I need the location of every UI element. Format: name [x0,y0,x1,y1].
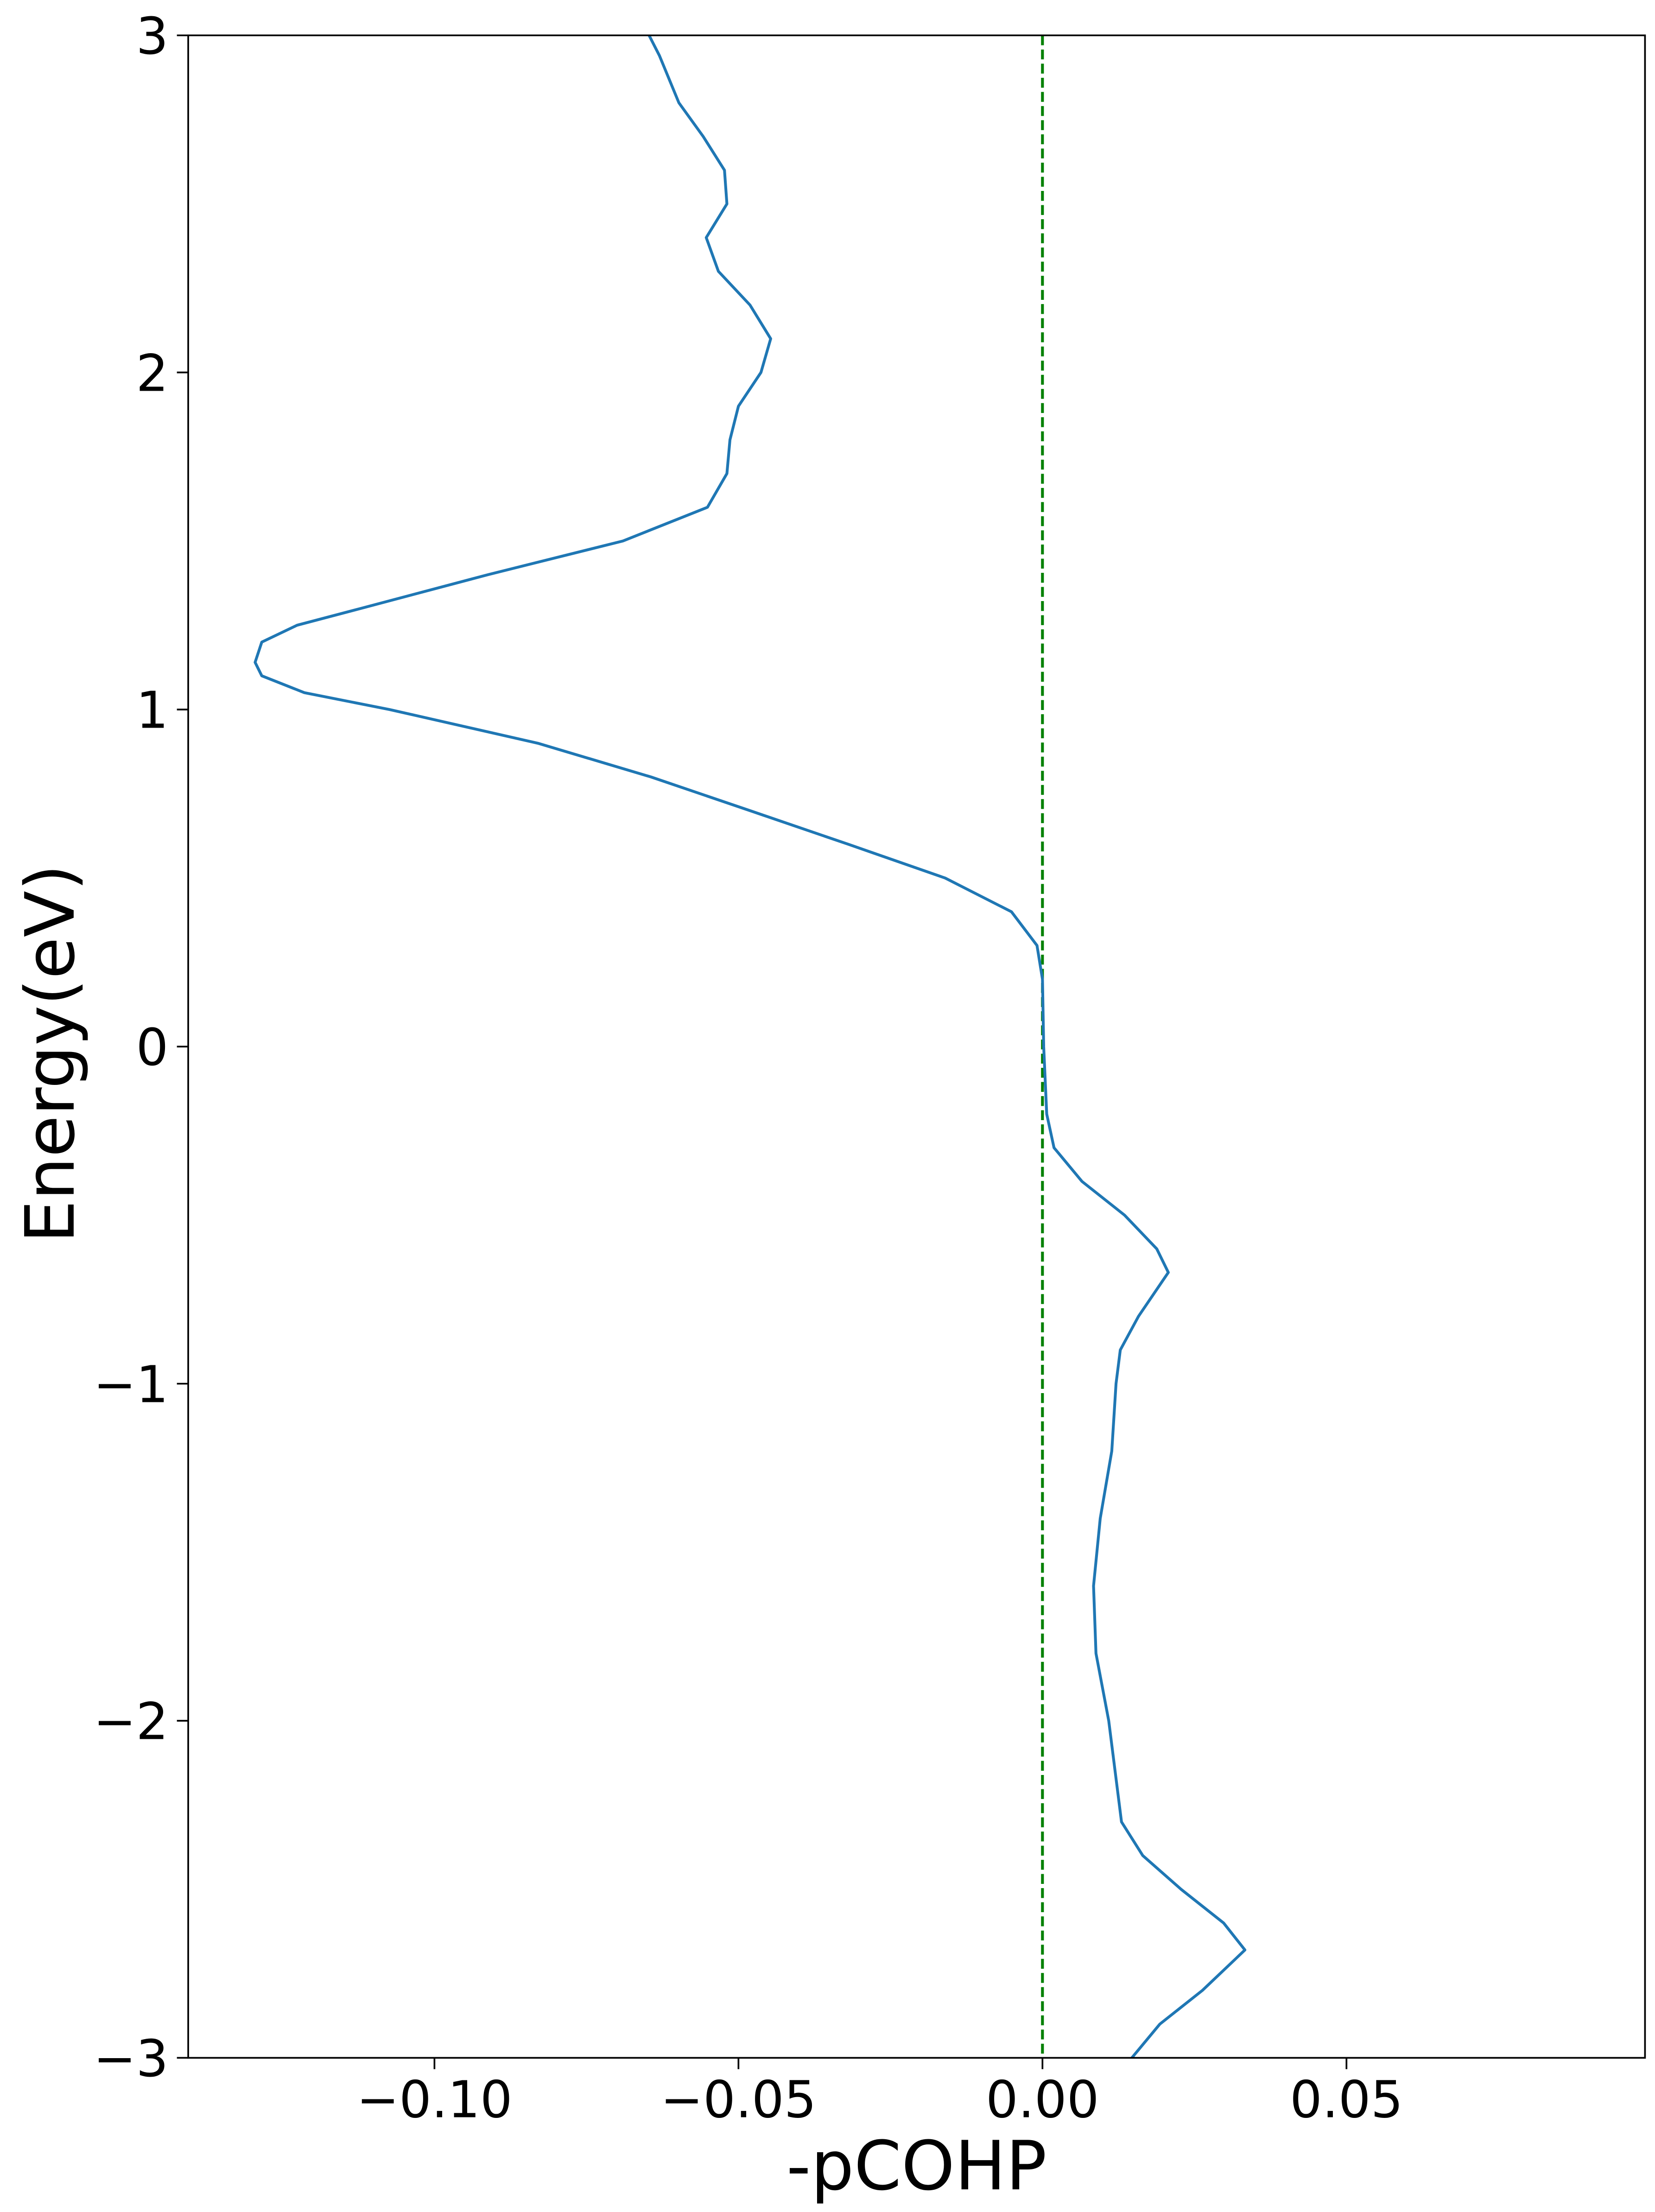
x-tick-label: 0.05 [1290,2070,1403,2130]
y-axis-label: Energy(eV) [11,864,90,1243]
y-tick-label: 2 [136,343,168,403]
x-tick-label: 0.00 [986,2070,1099,2130]
x-tick-label: −0.05 [660,2070,817,2130]
y-tick-label: −1 [93,1355,168,1414]
plot-frame [187,34,1646,2059]
x-tick-label: −0.10 [356,2070,513,2130]
y-tick-label: −3 [93,2029,168,2088]
y-tick-label: 3 [136,6,168,66]
data-line [254,34,1247,2059]
x-axis-label: -pCOHP [786,2126,1047,2206]
y-tick-label: 1 [136,681,168,740]
y-tick-label: −2 [93,1692,168,1751]
y-tick-label: 0 [136,1018,168,1077]
